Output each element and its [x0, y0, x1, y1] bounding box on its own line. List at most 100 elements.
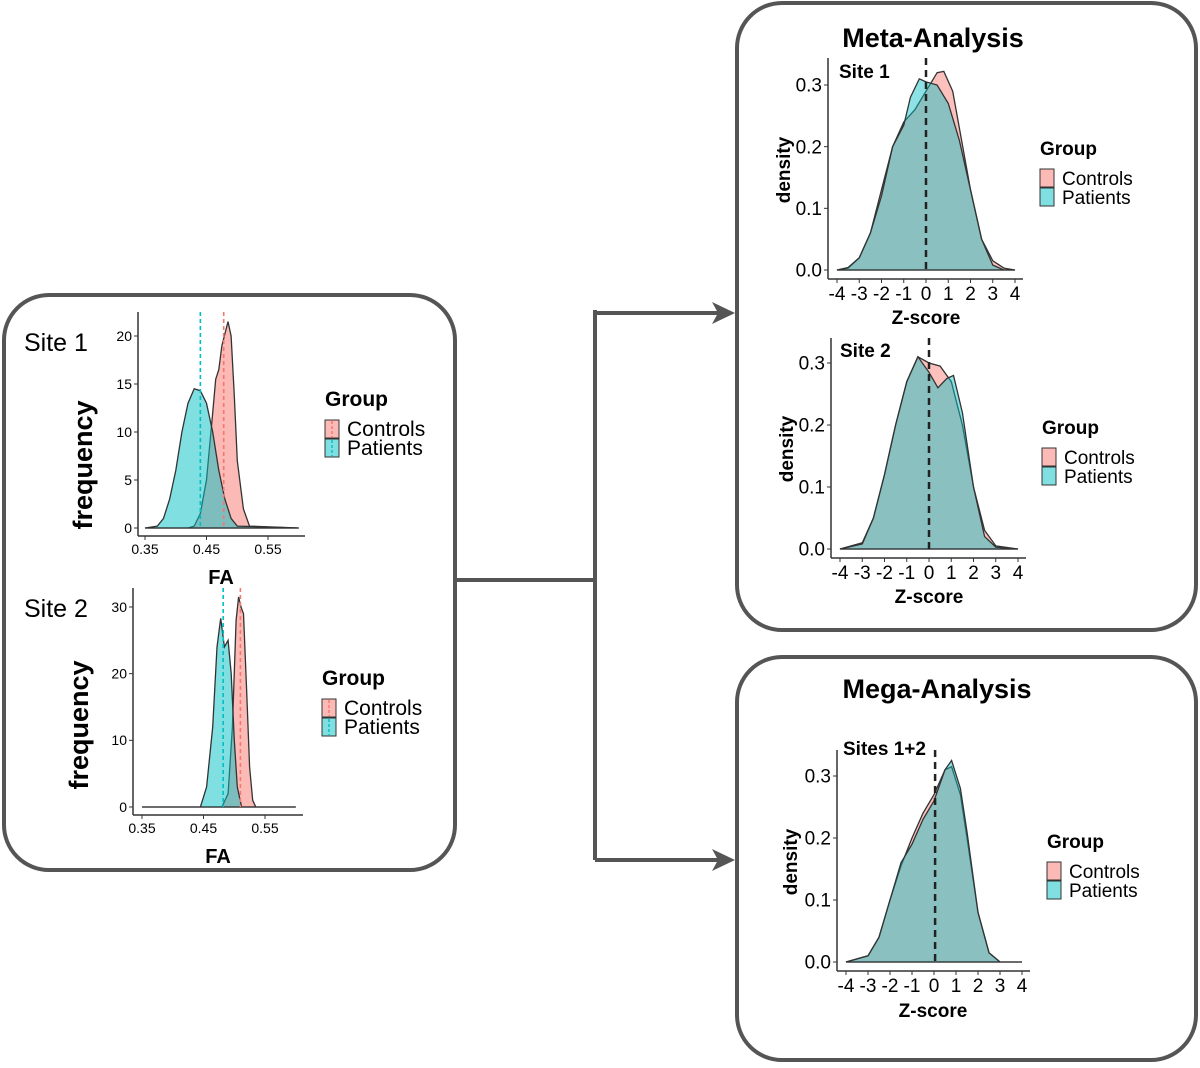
x-tick-label: 0.35 — [128, 820, 155, 836]
x-tick-label: 4 — [1017, 976, 1028, 997]
x-tick-label: 3 — [995, 976, 1006, 997]
y-tick-label: 20 — [116, 328, 132, 344]
legend-label-patients: Patients — [347, 437, 423, 460]
y-tick-label: 15 — [116, 376, 132, 392]
x-tick-label: 1 — [946, 563, 957, 584]
meta-analysis-box — [735, 1, 1198, 632]
y-tick-label: 0.1 — [805, 891, 831, 912]
y-tick-label: 0.0 — [799, 540, 825, 561]
y-tick-label: 0.1 — [796, 199, 822, 220]
legend-label-controls: Controls — [1062, 169, 1133, 190]
x-axis-label: Z-score — [899, 1001, 968, 1022]
y-tick-label: 10 — [116, 424, 132, 440]
x-tick-label: -2 — [876, 563, 893, 584]
x-tick-label: 0.45 — [190, 820, 217, 836]
x-axis-label: Z-score — [895, 587, 964, 608]
x-tick-label: 2 — [965, 284, 976, 305]
y-axis-label: frequency — [64, 660, 94, 789]
x-axis-label: FA — [208, 567, 234, 589]
density-area-patients — [836, 77, 1015, 271]
legend-title: Group — [1047, 832, 1104, 853]
legend-label-controls: Controls — [344, 697, 422, 720]
legend-swatch-patients — [1039, 187, 1055, 207]
chart-title: Site 2 — [24, 595, 88, 623]
x-tick-label: 0.35 — [131, 541, 158, 557]
meta-analysis-title: Meta-Analysis — [842, 23, 1024, 53]
x-tick-label: 0.55 — [254, 541, 281, 557]
y-tick-label: 0.0 — [796, 261, 822, 282]
y-tick-label: 0.1 — [799, 478, 825, 499]
legend-swatch-controls — [1039, 168, 1055, 188]
x-tick-label: 3 — [987, 284, 998, 305]
x-tick-label: 0 — [929, 976, 940, 997]
y-tick-label: 0 — [124, 520, 132, 536]
legend-label-controls: Controls — [1069, 862, 1140, 883]
x-tick-label: 4 — [1010, 284, 1021, 305]
x-tick-label: -4 — [829, 284, 846, 305]
x-axis-label: Z-score — [892, 308, 961, 329]
x-tick-label: -4 — [838, 976, 855, 997]
y-tick-label: 20 — [111, 666, 127, 682]
density-area-patients — [142, 618, 296, 808]
chart-fa_site2: 0.35 0.45 0.55 0 10 20 30 Site 2 FA frequency Grou… — [24, 588, 422, 868]
x-tick-label: -1 — [898, 563, 915, 584]
chart-title: Sites 1+2 — [843, 739, 926, 760]
legend-swatch-controls — [1041, 447, 1057, 467]
y-tick-label: 0.3 — [805, 767, 831, 788]
y-tick-label: 5 — [124, 472, 132, 488]
legend-label-patients: Patients — [1069, 881, 1138, 902]
y-tick-label: 0.2 — [805, 829, 831, 850]
y-tick-label: 10 — [111, 732, 127, 748]
y-axis-label: density — [777, 415, 798, 482]
arrow-head-mega — [712, 849, 735, 871]
y-tick-label: 0.0 — [805, 953, 831, 974]
x-tick-label: 1 — [951, 976, 962, 997]
x-tick-label: -3 — [854, 563, 871, 584]
x-tick-label: 2 — [968, 563, 979, 584]
arrow-head-meta — [712, 302, 735, 324]
chart-title: Site 1 — [24, 329, 88, 357]
x-tick-label: -1 — [904, 976, 921, 997]
flow-connector — [455, 310, 720, 862]
y-tick-label: 0 — [119, 799, 127, 815]
x-tick-label: 2 — [973, 976, 984, 997]
x-tick-label: 3 — [990, 563, 1001, 584]
mega-analysis-title: Mega-Analysis — [842, 674, 1031, 704]
chart-title: Site 2 — [840, 341, 891, 362]
x-tick-label: -1 — [895, 284, 912, 305]
y-axis-label: density — [781, 828, 802, 895]
x-tick-label: -2 — [882, 976, 899, 997]
legend-title: Group — [1040, 139, 1097, 160]
y-tick-label: 0.3 — [796, 76, 822, 97]
legend-swatch-patients — [1046, 880, 1062, 900]
y-tick-label: 30 — [111, 599, 127, 615]
legend-label-patients: Patients — [344, 716, 420, 739]
legend-label-controls: Controls — [347, 418, 425, 441]
x-tick-label: 4 — [1013, 563, 1024, 584]
x-axis-label: FA — [205, 846, 231, 868]
legend-label-patients: Patients — [1064, 467, 1133, 488]
chart-mega: -4 -3 -2 -1 0 1 2 3 4 0.0 0.1 0.2 0.3 Sites 1+2 Z-scor… — [781, 739, 1140, 1022]
legend-label-controls: Controls — [1064, 448, 1135, 469]
legend-swatch-patients — [1041, 466, 1057, 486]
density-area-patients — [144, 388, 299, 529]
legend-title: Group — [1042, 418, 1099, 439]
x-tick-label: 0 — [921, 284, 932, 305]
chart-title: Site 1 — [839, 62, 890, 83]
y-tick-label: 0.2 — [799, 416, 825, 437]
legend-title: Group — [322, 667, 385, 690]
x-tick-label: -3 — [851, 284, 868, 305]
x-tick-label: -4 — [832, 563, 849, 584]
x-tick-label: -3 — [860, 976, 877, 997]
legend-swatch-controls — [1046, 861, 1062, 881]
x-tick-label: -2 — [873, 284, 890, 305]
x-tick-label: 0 — [924, 563, 935, 584]
x-tick-label: 1 — [943, 284, 954, 305]
chart-meta_site1: -4 -3 -2 -1 0 1 2 3 4 0.0 0.1 0.2 0.3 Site 1 Z-score de… — [774, 58, 1133, 329]
x-tick-label: 0.55 — [251, 820, 278, 836]
